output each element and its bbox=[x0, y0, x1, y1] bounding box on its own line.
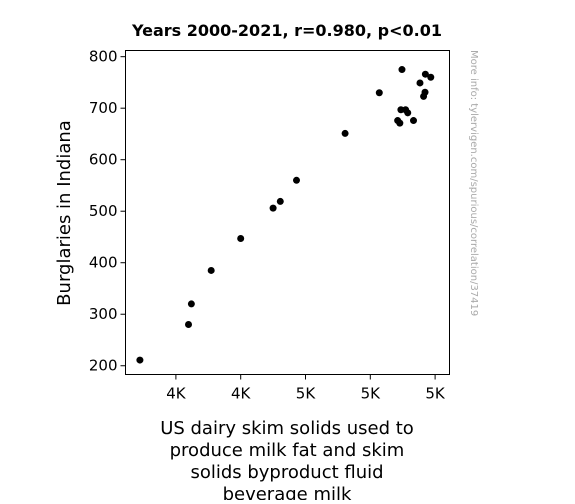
x-axis-ticks: 4K 4K 5K 5K 5K bbox=[166, 374, 446, 403]
data-point bbox=[185, 321, 192, 329]
watermark-text: More info: tylervigen.com/spurious/corre… bbox=[468, 50, 479, 316]
x-tick-label: 5K bbox=[296, 385, 317, 403]
y-tick-label: 300 bbox=[89, 305, 118, 323]
data-point bbox=[187, 300, 195, 308]
y-axis-ticks: 200 300 400 500 600 700 800 bbox=[89, 48, 126, 375]
data-point bbox=[410, 117, 417, 125]
data-point bbox=[341, 129, 349, 137]
y-tick-label: 200 bbox=[89, 357, 118, 375]
data-point bbox=[398, 66, 406, 74]
y-tick-label: 700 bbox=[89, 99, 118, 117]
x-axis-label-line: US dairy skim solids used to bbox=[160, 418, 414, 439]
data-point bbox=[269, 204, 277, 212]
data-point bbox=[421, 70, 429, 78]
y-tick-label: 800 bbox=[89, 48, 118, 66]
x-tick-label: 5K bbox=[425, 385, 446, 403]
x-tick-label: 5K bbox=[361, 385, 382, 403]
data-points bbox=[136, 66, 435, 364]
x-axis-label-line: beverage milk bbox=[223, 484, 352, 500]
data-point bbox=[404, 109, 412, 117]
chart-title: Years 2000-2021, r=0.980, p<0.01 bbox=[131, 21, 442, 40]
data-point bbox=[276, 197, 284, 205]
data-point bbox=[416, 79, 424, 87]
plot-area bbox=[125, 50, 450, 375]
data-point bbox=[237, 235, 245, 243]
data-point bbox=[427, 73, 435, 81]
data-point bbox=[293, 176, 300, 184]
y-tick-label: 600 bbox=[89, 151, 118, 169]
y-tick-label: 500 bbox=[89, 202, 118, 220]
x-axis-label-line: produce milk fat and skim bbox=[170, 440, 405, 461]
data-point bbox=[396, 119, 404, 127]
data-point bbox=[421, 88, 429, 96]
x-tick-label: 4K bbox=[231, 385, 252, 403]
x-tick-label: 4K bbox=[166, 385, 187, 403]
data-point bbox=[207, 266, 215, 274]
y-axis-label: Burglaries in Indiana bbox=[54, 120, 75, 306]
data-point bbox=[375, 89, 383, 97]
x-axis-label-line: solids byproduct fluid bbox=[190, 462, 383, 483]
data-point bbox=[136, 356, 144, 364]
y-tick-label: 400 bbox=[89, 254, 118, 272]
